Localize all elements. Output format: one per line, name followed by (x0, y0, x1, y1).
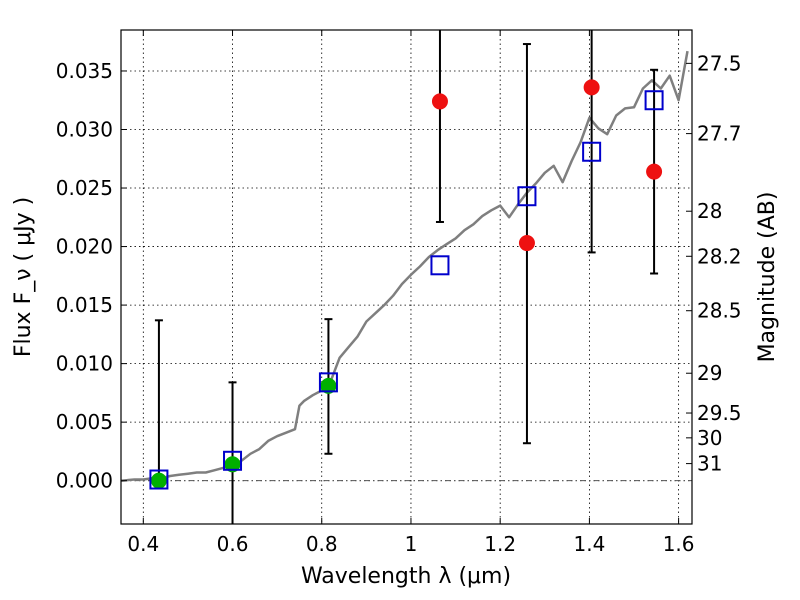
right-tick-label: 27.7 (697, 122, 742, 146)
y-tick-label: 0.030 (56, 118, 113, 142)
y-axis-title: Flux F_ν ( μJy ) (11, 197, 36, 357)
square-point (517, 186, 537, 207)
plot-frame (120, 29, 693, 525)
circle-point (646, 163, 663, 180)
x-tick-label: 1.6 (663, 532, 695, 556)
y-tick-label: 0.005 (56, 410, 113, 434)
y-tick-label: 0.000 (56, 469, 113, 493)
circle-point (518, 235, 535, 252)
right-tick-label: 28.5 (697, 299, 742, 323)
square-point (430, 255, 450, 276)
right-tick-label: 29.5 (697, 401, 742, 425)
right-tick-label: 30 (697, 426, 722, 450)
y-tick-label: 0.025 (56, 176, 113, 200)
circle-point (583, 79, 600, 96)
right-tick-label: 29 (697, 361, 722, 385)
square-point (223, 450, 243, 471)
right-tick-label: 31 (697, 452, 722, 476)
data-markers (149, 79, 664, 490)
x-tick-label: 0.6 (217, 532, 249, 556)
square-point (644, 90, 664, 111)
right-tick-label: 28.2 (697, 244, 742, 268)
y-tick-label: 0.010 (56, 352, 113, 376)
circle-point (431, 93, 448, 110)
plot-area (121, 30, 689, 524)
y-tick-label: 0.020 (56, 235, 113, 259)
error-bar (435, 30, 444, 223)
y-axis-ticks: 0.000 0.005 0.010 0.015 0.020 0.025 0.030 0.035 (56, 59, 127, 493)
y-tick-label: 0.035 (56, 59, 113, 83)
x-tick-label: 1.2 (484, 532, 516, 556)
x-tick-label: 0.4 (127, 532, 159, 556)
x-tick-label: 1 (405, 532, 418, 556)
circle-point (150, 472, 167, 489)
x-tick-label: 1.4 (573, 532, 605, 556)
x-axis-title: Wavelength λ (μm) (301, 564, 511, 589)
square-point (582, 141, 602, 162)
right-tick-label: 27.5 (697, 51, 742, 75)
x-axis-ticks: 0.4 0.6 0.8 1 1.2 1.4 1.6 (127, 30, 695, 556)
error-bar (587, 30, 596, 254)
x-tick-label: 0.8 (306, 532, 338, 556)
right-axis-title: Magnitude (AB) (755, 192, 780, 363)
right-tick-label: 28 (697, 199, 722, 223)
square-point (149, 469, 169, 490)
y-tick-label: 0.015 (56, 293, 113, 317)
square-point (318, 372, 338, 393)
